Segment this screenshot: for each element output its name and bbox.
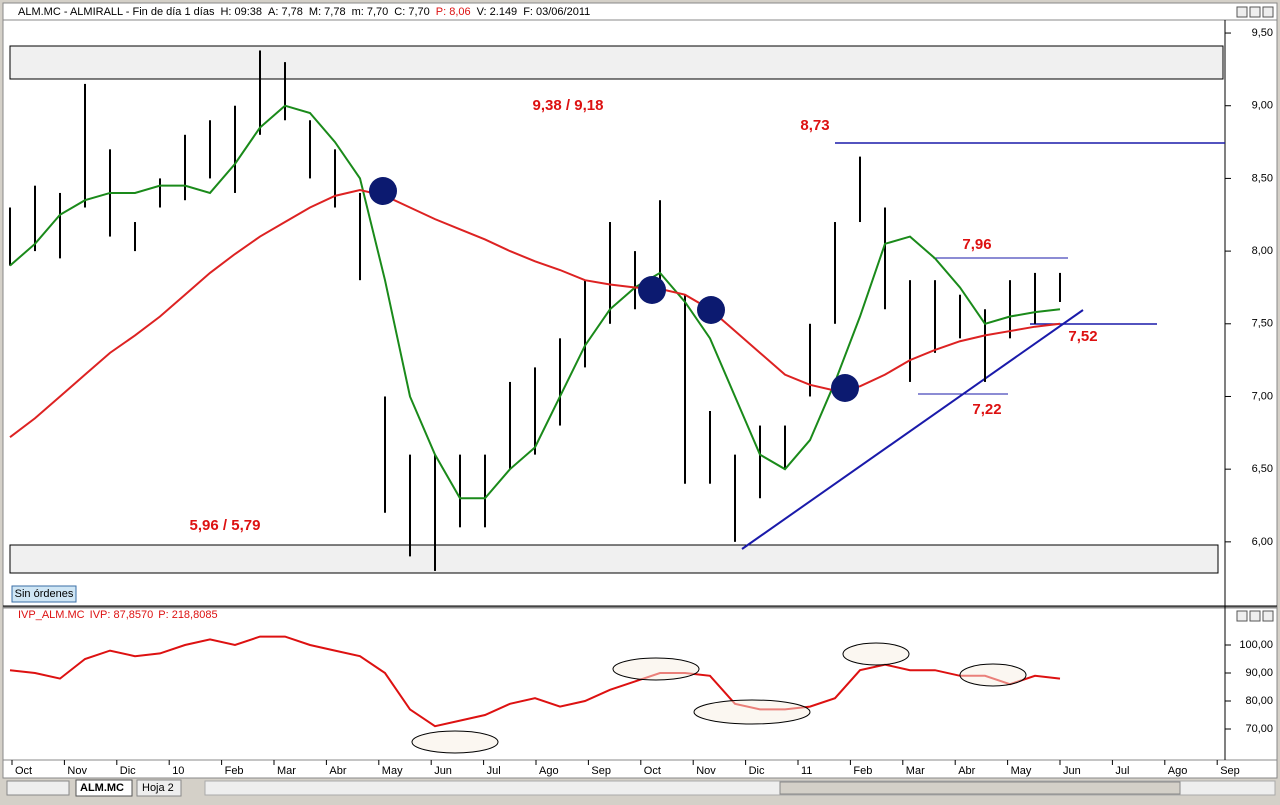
crossover xyxy=(831,374,859,402)
resistance-zone xyxy=(9,45,1224,80)
tab-label[interactable]: ALM.MC xyxy=(80,782,124,794)
x-tick-label: Mar xyxy=(906,765,925,777)
y-tick-label: 80,00 xyxy=(1245,695,1273,707)
header-field: ALM.MC - ALMIRALL - Fin de día 1 días xyxy=(18,6,215,18)
highlight xyxy=(842,642,910,666)
x-tick-label: Jul xyxy=(487,765,501,777)
x-tick-label: Nov xyxy=(696,765,716,777)
orders-button-label[interactable]: Sin órdenes xyxy=(15,588,74,600)
moving-averages xyxy=(9,104,1061,500)
annotation: 7,96 xyxy=(962,236,991,253)
y-tick-label: 8,00 xyxy=(1252,245,1273,257)
x-tick-label: 10 xyxy=(172,765,184,777)
y-tick-label: 7,50 xyxy=(1252,318,1273,330)
annotation: 8,73 xyxy=(800,117,829,134)
x-tick-label: Dic xyxy=(749,765,765,777)
highlight xyxy=(693,699,811,725)
annotation: 9,38 / 9,18 xyxy=(533,97,604,114)
crossover-markers xyxy=(369,177,859,402)
header-field: A: 7,78 xyxy=(268,6,303,18)
x-tick-label: Oct xyxy=(644,765,661,777)
x-tick-label: Abr xyxy=(329,765,346,777)
ivp-header-field: IVP: 87,8570 xyxy=(90,609,154,621)
minimize[interactable] xyxy=(1236,610,1248,622)
x-tick-label: Sep xyxy=(591,765,611,777)
ivp-highlights xyxy=(411,642,1027,754)
annotation: 5,96 / 5,79 xyxy=(190,517,261,534)
y-tick-label: 6,50 xyxy=(1252,463,1273,475)
x-tick-label: Jun xyxy=(1063,765,1081,777)
highlight xyxy=(411,730,499,754)
price-panel xyxy=(2,19,1278,608)
y-tick-label: 6,00 xyxy=(1252,536,1273,548)
annotation: 7,22 xyxy=(972,401,1001,418)
trend-line xyxy=(741,309,1084,550)
x-tick-label: Oct xyxy=(15,765,32,777)
y-tick-label: 8,50 xyxy=(1252,172,1273,184)
close[interactable] xyxy=(1262,610,1274,622)
header-field: C: 7,70 xyxy=(394,6,429,18)
x-tick-label: Feb xyxy=(225,765,244,777)
x-tick-label: Feb xyxy=(853,765,872,777)
y-tick-label: 100,00 xyxy=(1239,639,1273,651)
x-tick-label: Dic xyxy=(120,765,136,777)
x-tick-label: Sep xyxy=(1220,765,1240,777)
orders-button[interactable] xyxy=(11,585,77,603)
header: ALM.MC - ALMIRALL - Fin de día 1 días H: … xyxy=(18,6,590,18)
moving-average xyxy=(9,104,1061,500)
support-zone xyxy=(9,544,1219,574)
x-tick-label: May xyxy=(382,765,403,777)
header-field: H: 09:38 xyxy=(220,6,262,18)
close[interactable] xyxy=(1262,6,1274,18)
scroll-thumb[interactable] xyxy=(779,781,1181,795)
tab[interactable] xyxy=(136,779,182,797)
tab-nav[interactable] xyxy=(6,780,70,796)
y-tick-label: 70,00 xyxy=(1245,723,1273,735)
highlight xyxy=(612,657,700,681)
tab[interactable] xyxy=(75,779,133,797)
moving-average xyxy=(9,189,1061,438)
x-tick-label: Jul xyxy=(1115,765,1129,777)
x-tick-label: Nov xyxy=(67,765,87,777)
tab-bar: ALM.MC Hoja 2 xyxy=(3,779,1277,797)
header-field: m: 7,70 xyxy=(352,6,389,18)
maximize[interactable] xyxy=(1249,610,1261,622)
x-tick-label: Jun xyxy=(434,765,452,777)
x-tick-label: 11 xyxy=(801,765,812,777)
ivp-panel xyxy=(2,607,1278,761)
maximize[interactable] xyxy=(1249,6,1261,18)
x-tick-label: Ago xyxy=(539,765,559,777)
window-buttons xyxy=(1236,6,1274,622)
x-tick-label: May xyxy=(1011,765,1032,777)
ivp-header-field: IVP_ALM.MC xyxy=(18,609,85,621)
header-field: F: 03/06/2011 xyxy=(523,6,590,18)
x-tick-label: Ago xyxy=(1168,765,1188,777)
minimize[interactable] xyxy=(1236,6,1248,18)
date-axis xyxy=(2,759,1278,779)
annotation: 7,52 xyxy=(1068,328,1097,345)
x-tick-label: Mar xyxy=(277,765,296,777)
y-tick-label: 90,00 xyxy=(1245,667,1273,679)
header-field: V: 2.149 xyxy=(477,6,518,18)
header-field: M: 7,78 xyxy=(309,6,346,18)
y-tick-label: 7,00 xyxy=(1252,390,1273,402)
tab-label[interactable]: Hoja 2 xyxy=(142,782,174,794)
highlight xyxy=(959,663,1027,687)
ivp-header: IVP_ALM.MC IVP: 87,8570 P: 218,8085 xyxy=(18,609,218,621)
x-tick-label: Abr xyxy=(958,765,975,777)
y-tick-label: 9,00 xyxy=(1252,100,1273,112)
header-field: P: 8,06 xyxy=(436,6,471,18)
crossover xyxy=(697,296,725,324)
crossover xyxy=(638,276,666,304)
y-tick-label: 9,50 xyxy=(1252,27,1273,39)
crossover xyxy=(369,177,397,205)
ivp-header-field: P: 218,8085 xyxy=(158,609,217,621)
